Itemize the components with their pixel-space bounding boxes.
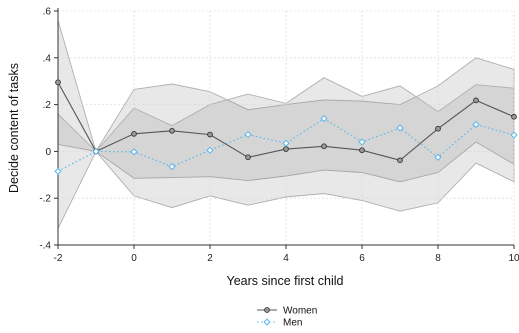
legend-marker-men [263,318,271,326]
axes [54,8,515,249]
y-tick-label: .2 [43,100,52,111]
x-axis-title: Years since first child [227,274,344,288]
data-point-men [130,148,138,156]
data-point-men [472,120,480,129]
confidence-band-men [57,77,515,229]
x-tick-label: 2 [207,253,213,264]
data-point-men [358,138,366,146]
data-point-men [92,147,100,156]
data-point-men [244,130,252,139]
x-tick-label: -2 [54,253,63,264]
data-point-men [282,139,290,147]
data-point-men [168,163,176,171]
data-point-women [511,113,517,120]
x-tick-label: 6 [359,253,365,264]
data-point-women [245,154,251,161]
data-point-women [359,147,365,154]
data-point-men [320,115,328,123]
data-point-women [283,146,289,152]
data-point-men [206,146,214,154]
x-tick-label: 4 [283,253,289,264]
data-point-women [55,79,61,86]
y-tick-label: -.2 [39,194,51,205]
legend-label-men: Men [283,318,302,329]
data-point-women [435,125,441,132]
y-tick-label: .4 [43,53,52,64]
data-point-men [54,167,62,175]
data-point-women [131,131,137,137]
y-tick-label: 0 [45,147,51,158]
data-point-women [397,157,403,164]
series-markers [54,79,518,175]
data-point-women [321,143,327,150]
x-tick-label: 10 [508,253,519,264]
data-point-men [434,153,442,161]
data-point-men [510,131,518,139]
y-axis-title: Decide content of tasks [7,63,21,193]
data-point-women [473,97,479,104]
y-tick-label: .6 [43,7,52,18]
x-tick-label: 0 [131,253,137,264]
y-tick-label: -.4 [39,241,51,252]
tick-labels: -.4 -.2 0 .2 .4 .6 -2 0 2 4 6 8 10 [39,7,519,265]
legend-label-women: Women [283,306,317,317]
data-point-men [396,124,404,132]
data-point-women [207,131,213,138]
data-point-women [169,127,175,134]
legend-marker-women [264,307,270,313]
x-tick-label: 8 [435,253,441,264]
